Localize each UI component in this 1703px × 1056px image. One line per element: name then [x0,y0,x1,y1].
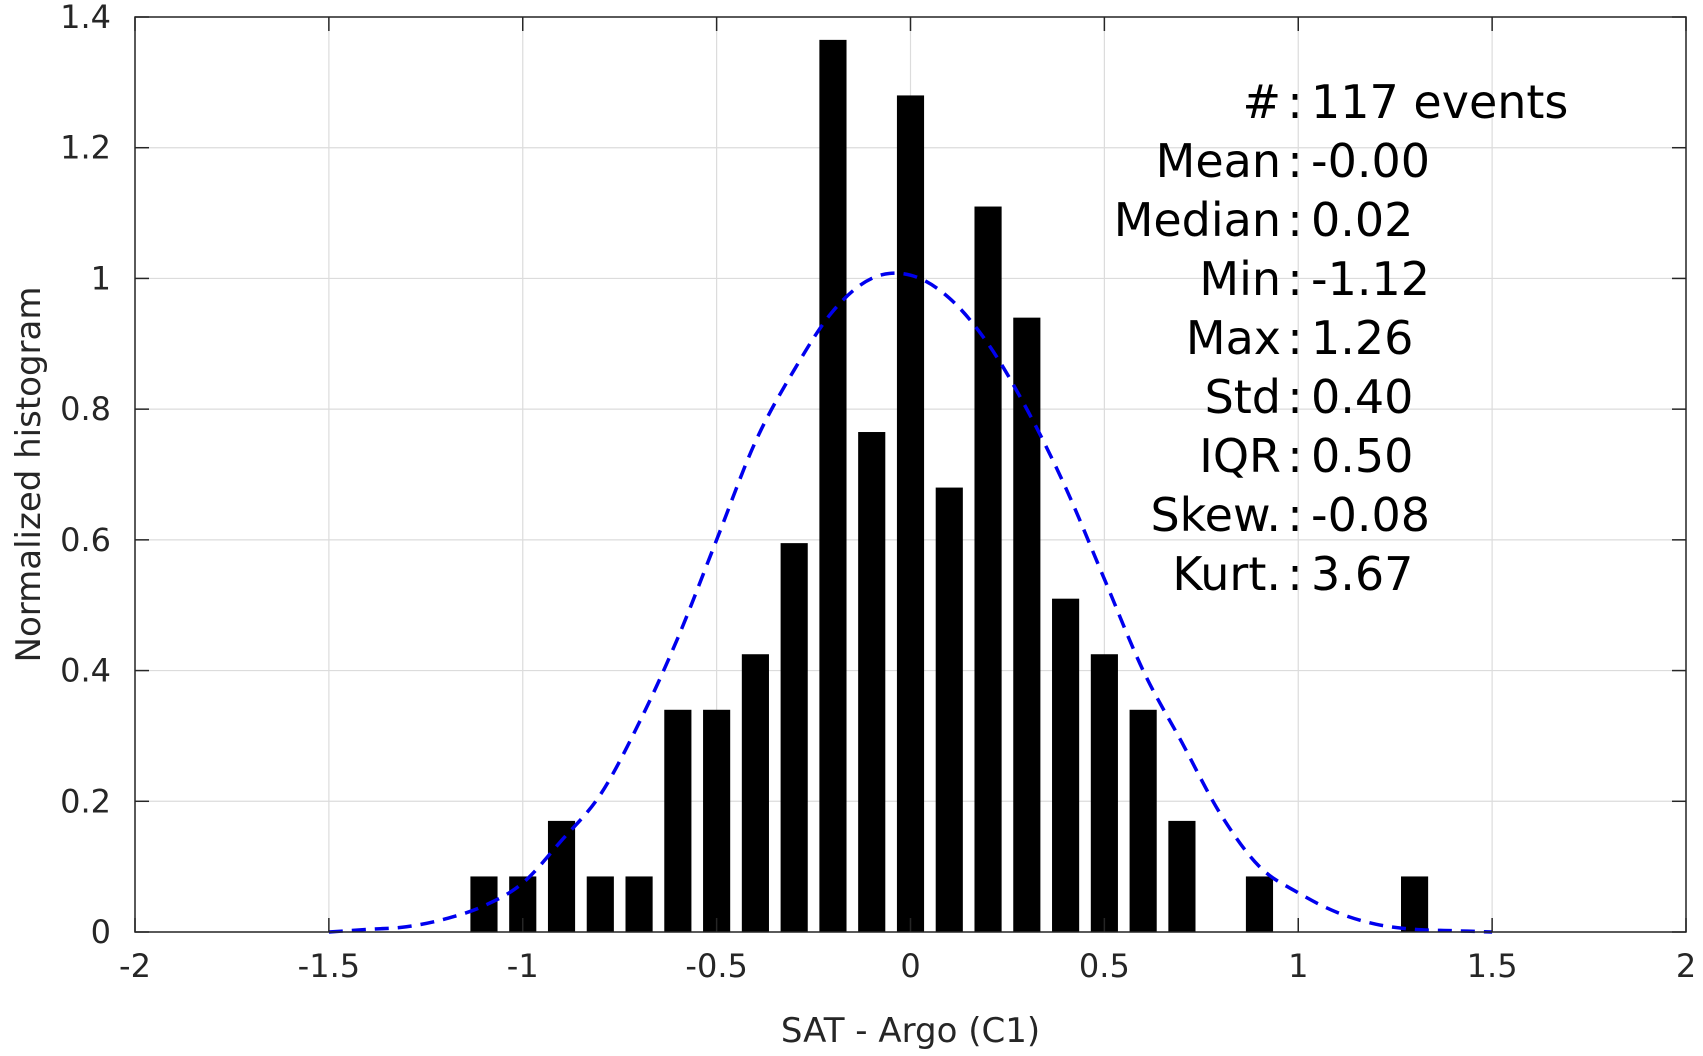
x-tick-label: 2 [1676,947,1696,985]
normal-fit-curve [328,271,1493,934]
stat-separator: : [1287,488,1303,542]
histogram-bar [547,820,576,932]
y-tick-label: 1.2 [60,129,111,167]
stat-label: Skew. [1150,488,1281,542]
stat-label: Min [1199,252,1281,306]
stat-row: Kurt.:3.67 [1172,547,1413,601]
histogram-bar [819,39,847,932]
histogram-bar [858,432,886,932]
y-tick-label: 1 [91,259,111,297]
y-tick-label: 0.2 [60,782,111,820]
stat-separator: : [1287,429,1303,483]
stat-label: Std [1205,370,1281,424]
x-axis-label: SAT - Argo (C1) [781,1011,1040,1051]
histogram-bar [1245,876,1274,932]
y-tick-labels: 0 0.2 0.4 0.6 0.8 1 1.2 1.4 [60,0,111,951]
x-tick-label: -1 [507,947,539,985]
histogram-bar [1013,317,1041,933]
y-tick-label: 0.4 [60,652,111,690]
stat-value: -1.12 [1311,252,1430,306]
stat-row: Max:1.26 [1186,311,1414,365]
axis-ticks [134,16,1687,933]
stat-separator: : [1287,193,1303,247]
x-tick-label: -0.5 [685,947,747,985]
stat-separator: : [1287,370,1303,424]
stat-row: Skew.: -0.08 [1150,488,1430,542]
y-tick-label: 0.8 [60,390,111,428]
histogram-bar [470,876,498,932]
stat-value: 0.40 [1311,370,1413,424]
histogram-bar [741,654,769,932]
x-tick-label: 1 [1288,947,1308,985]
stat-value: -0.08 [1311,488,1430,542]
stat-separator: : [1287,311,1303,365]
histogram-bar [703,709,731,932]
histogram-bar [586,876,614,932]
y-tick-label: 1.4 [60,0,111,36]
x-tick-label: 1.5 [1467,947,1518,985]
y-tick-label: 0.6 [60,521,111,559]
stat-label: Median [1114,193,1281,247]
x-tick-label: -1.5 [298,947,360,985]
stat-label: Max [1186,311,1281,365]
stat-row: Min: -1.12 [1199,252,1430,306]
histogram-bar [1129,709,1157,932]
stat-value: 0.50 [1311,429,1413,483]
histogram-bar [974,206,1002,933]
stat-separator: : [1287,252,1303,306]
stat-label: Kurt. [1172,547,1281,601]
y-tick-label: 0 [91,913,111,951]
histogram-bars [470,39,1429,933]
x-tick-label: -2 [119,947,151,985]
histogram-bar [625,876,653,932]
stat-value: 1.26 [1311,311,1413,365]
stat-row: IQR:0.50 [1199,429,1413,483]
histogram-bar [664,709,692,932]
stat-value: 0.02 [1311,193,1413,247]
histogram-bar [1090,654,1118,932]
stat-row: # :117 events [1242,75,1568,129]
stat-row: Median:0.02 [1114,193,1414,247]
x-tick-label: 0 [900,947,920,985]
histogram-bar [780,543,808,932]
stat-value: -0.00 [1311,134,1430,188]
histogram-bar [1052,598,1080,932]
stat-separator: : [1287,134,1303,188]
x-tick-label: 0.5 [1079,947,1130,985]
stat-separator: : [1287,547,1303,601]
stat-separator: : [1287,75,1303,129]
histogram-bar [935,487,963,932]
x-tick-labels: -2 -1.5 -1 -0.5 0 0.5 1 1.5 2 [119,947,1696,985]
stat-value: 117 events [1311,75,1568,129]
stat-row: Mean: -0.00 [1156,134,1430,188]
y-axis-label: Normalized histogram [9,287,49,663]
histogram-bar [1401,876,1429,932]
stat-value: 3.67 [1311,547,1413,601]
stat-label: Mean [1156,134,1281,188]
histogram-bar [1168,820,1196,932]
histogram-bar [896,95,925,932]
stat-label: # [1242,75,1281,129]
stat-label: IQR [1199,429,1281,483]
stat-row: Std:0.40 [1205,370,1414,424]
